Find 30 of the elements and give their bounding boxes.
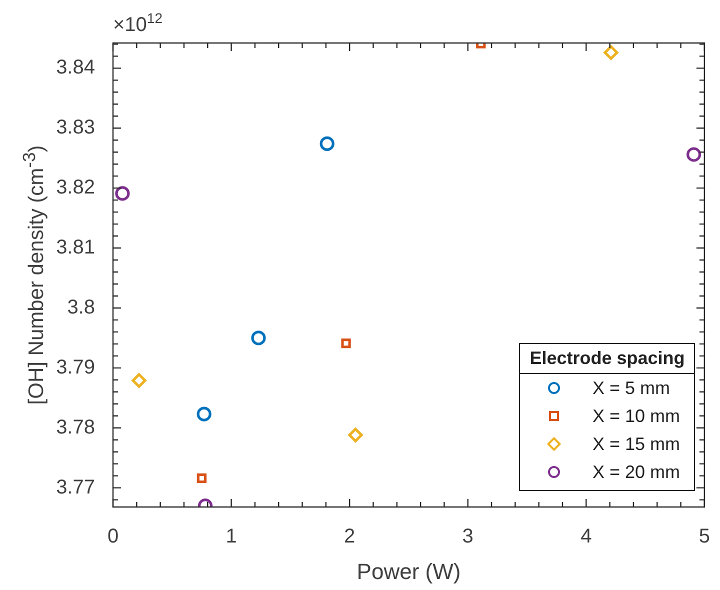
point bbox=[196, 406, 212, 422]
point bbox=[341, 338, 351, 348]
point bbox=[132, 373, 146, 388]
y-tick-label: 3.81 bbox=[56, 236, 95, 259]
point bbox=[604, 45, 618, 60]
x-tick-label: 2 bbox=[344, 526, 356, 548]
x-tick-label: 5 bbox=[698, 526, 710, 548]
point bbox=[251, 330, 266, 346]
legend-label: X = 15 mm bbox=[592, 434, 680, 454]
legend-title: Electrode spacing bbox=[520, 344, 694, 374]
y-tick-label: 3.79 bbox=[56, 356, 95, 378]
x-tick-label: 0 bbox=[107, 526, 119, 548]
legend-label: X = 5 mm bbox=[592, 378, 670, 398]
point bbox=[115, 186, 130, 201]
x-tick-label: 3 bbox=[462, 526, 474, 548]
point bbox=[196, 473, 207, 484]
y-tick-label: 3.77 bbox=[56, 476, 95, 498]
y-tick-label: 3.82 bbox=[56, 176, 95, 199]
legend-label: X = 20 mm bbox=[592, 462, 680, 482]
point bbox=[348, 428, 363, 442]
x-tick-label: 4 bbox=[580, 526, 592, 548]
y-tick-label: 3.84 bbox=[56, 56, 95, 79]
legend-label: X = 10 mm bbox=[592, 406, 680, 426]
point bbox=[320, 136, 334, 152]
y-tick-label: 3.8 bbox=[67, 296, 95, 318]
point bbox=[686, 147, 702, 162]
y-tick-label: 3.78 bbox=[56, 416, 95, 438]
x-axis-title: Power (W) bbox=[356, 558, 461, 584]
x-tick-label: 1 bbox=[226, 526, 237, 548]
y-tick-label: 3.83 bbox=[56, 116, 95, 139]
